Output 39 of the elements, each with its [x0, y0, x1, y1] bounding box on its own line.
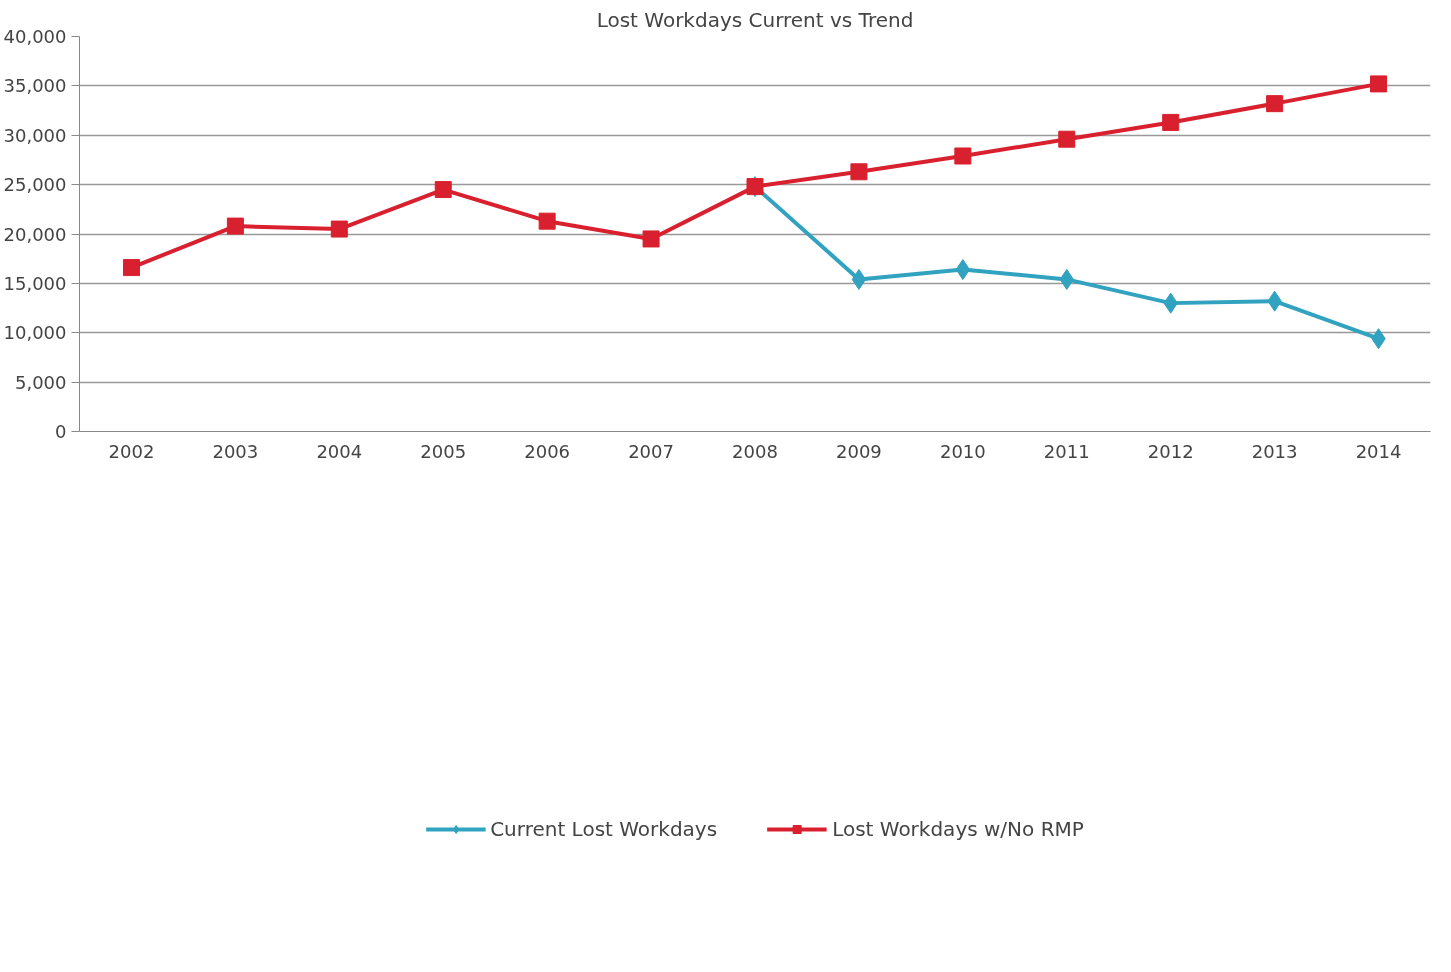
legend-label: Current Lost Workdays: [490, 817, 718, 841]
y-tick-label: 20,000: [3, 223, 67, 245]
point: [642, 230, 660, 248]
point: [1162, 113, 1180, 131]
point: [330, 220, 348, 238]
y-tick-label: 5,000: [14, 371, 67, 393]
y-tick-label: 30,000: [3, 124, 67, 146]
y-tick-label: 40,000: [3, 26, 67, 47]
point: [954, 147, 972, 165]
x-tick-label: 2011: [1043, 440, 1090, 462]
x-tick-label: 2006: [524, 440, 571, 462]
y-tick-label: 10,000: [3, 322, 67, 344]
x-tick-label: 2003: [212, 440, 259, 462]
x-tick-label: 2004: [316, 440, 363, 462]
point: [226, 217, 244, 235]
point: [851, 268, 867, 290]
x-tick-label: 2005: [420, 440, 467, 462]
point: [955, 259, 971, 281]
point: [1370, 75, 1388, 93]
x-tick-label: 2012: [1147, 440, 1194, 462]
x-tick-label: 2014: [1355, 440, 1402, 462]
x-tick-label: 2002: [108, 440, 155, 462]
point: [434, 181, 452, 199]
x-tick-label: 2009: [836, 440, 882, 462]
y-tick-label: 25,000: [3, 174, 67, 196]
point: [538, 212, 556, 230]
chart-title: Lost Workdays Current vs Trend: [596, 7, 914, 32]
point: [1058, 130, 1076, 148]
y-tick-label: 15,000: [3, 272, 67, 294]
point: [122, 259, 140, 277]
y-tick-label: 0: [55, 421, 67, 442]
x-tick-label: 2013: [1251, 440, 1298, 462]
point: [1266, 95, 1284, 113]
x-tick-label: 2010: [939, 440, 986, 462]
legend-label: Lost Workdays w/No RMP: [832, 817, 1084, 841]
y-tick-label: 35,000: [3, 75, 67, 97]
x-tick-label: 2008: [732, 440, 778, 462]
point: [850, 163, 868, 181]
x-tick-label: 2007: [628, 440, 674, 462]
